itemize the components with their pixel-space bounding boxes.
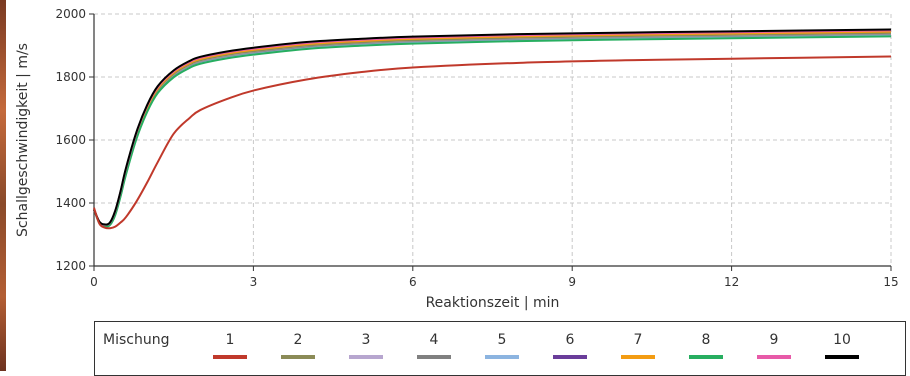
legend-label: 7 <box>633 332 643 348</box>
legend-label: 9 <box>769 332 779 348</box>
y-axis-label: Schallgeschwindigkeit | m/s <box>15 43 31 237</box>
legend-item-7: 7 <box>618 332 658 359</box>
legend: Mischung 1 2 3 4 5 6 7 8 9 10 <box>94 321 906 376</box>
legend-label: 5 <box>497 332 507 348</box>
legend-label: 3 <box>361 332 371 348</box>
legend-label: 10 <box>833 332 851 348</box>
y-tick-label: 2000 <box>55 7 86 21</box>
x-tick-label: 15 <box>883 275 898 289</box>
legend-label: 1 <box>225 332 235 348</box>
legend-swatch <box>417 355 451 359</box>
y-tick-label: 1600 <box>55 133 86 147</box>
x-tick-label: 12 <box>724 275 739 289</box>
x-tick-label: 3 <box>250 275 258 289</box>
x-tick-label: 6 <box>409 275 417 289</box>
legend-item-1: 1 <box>210 332 250 359</box>
legend-swatch <box>281 355 315 359</box>
legend-label: 6 <box>565 332 575 348</box>
y-tick-label: 1400 <box>55 196 86 210</box>
legend-item-8: 8 <box>686 332 726 359</box>
legend-item-2: 2 <box>278 332 318 359</box>
legend-title: Mischung <box>103 332 170 348</box>
legend-item-3: 3 <box>346 332 386 359</box>
x-axis-label: Reaktionszeit | min <box>426 295 560 311</box>
left-edge-strip <box>0 0 6 371</box>
x-tick-label: 9 <box>568 275 576 289</box>
legend-label: 2 <box>293 332 303 348</box>
gridlines <box>94 13 892 266</box>
legend-swatch <box>621 355 655 359</box>
series-line-10 <box>93 28 892 226</box>
series-line-8 <box>93 35 892 228</box>
legend-swatch <box>825 355 859 359</box>
series-line-1 <box>93 55 892 230</box>
legend-swatch <box>553 355 587 359</box>
series-lines <box>93 28 892 230</box>
line-chart: 0 3 6 9 12 15 1200 1400 1600 1800 2000 Reaktionsze… <box>15 7 899 311</box>
legend-item-6: 6 <box>550 332 590 359</box>
tick-labels: 0 3 6 9 12 15 1200 1400 1600 1800 2000 <box>55 7 898 289</box>
legend-swatch <box>485 355 519 359</box>
legend-item-9: 9 <box>754 332 794 359</box>
legend-item-4: 4 <box>414 332 454 359</box>
legend-swatch <box>689 355 723 359</box>
legend-label: 8 <box>701 332 711 348</box>
y-tick-label: 1800 <box>55 70 86 84</box>
series-line-3 <box>93 32 892 227</box>
legend-swatch <box>349 355 383 359</box>
legend-label: 4 <box>429 332 439 348</box>
series-line-4 <box>93 32 892 227</box>
legend-swatch <box>213 355 247 359</box>
x-tick-label: 0 <box>90 275 98 289</box>
legend-item-5: 5 <box>482 332 522 359</box>
y-tick-label: 1200 <box>55 259 86 273</box>
legend-swatch <box>757 355 791 359</box>
legend-item-10: 10 <box>822 332 862 359</box>
